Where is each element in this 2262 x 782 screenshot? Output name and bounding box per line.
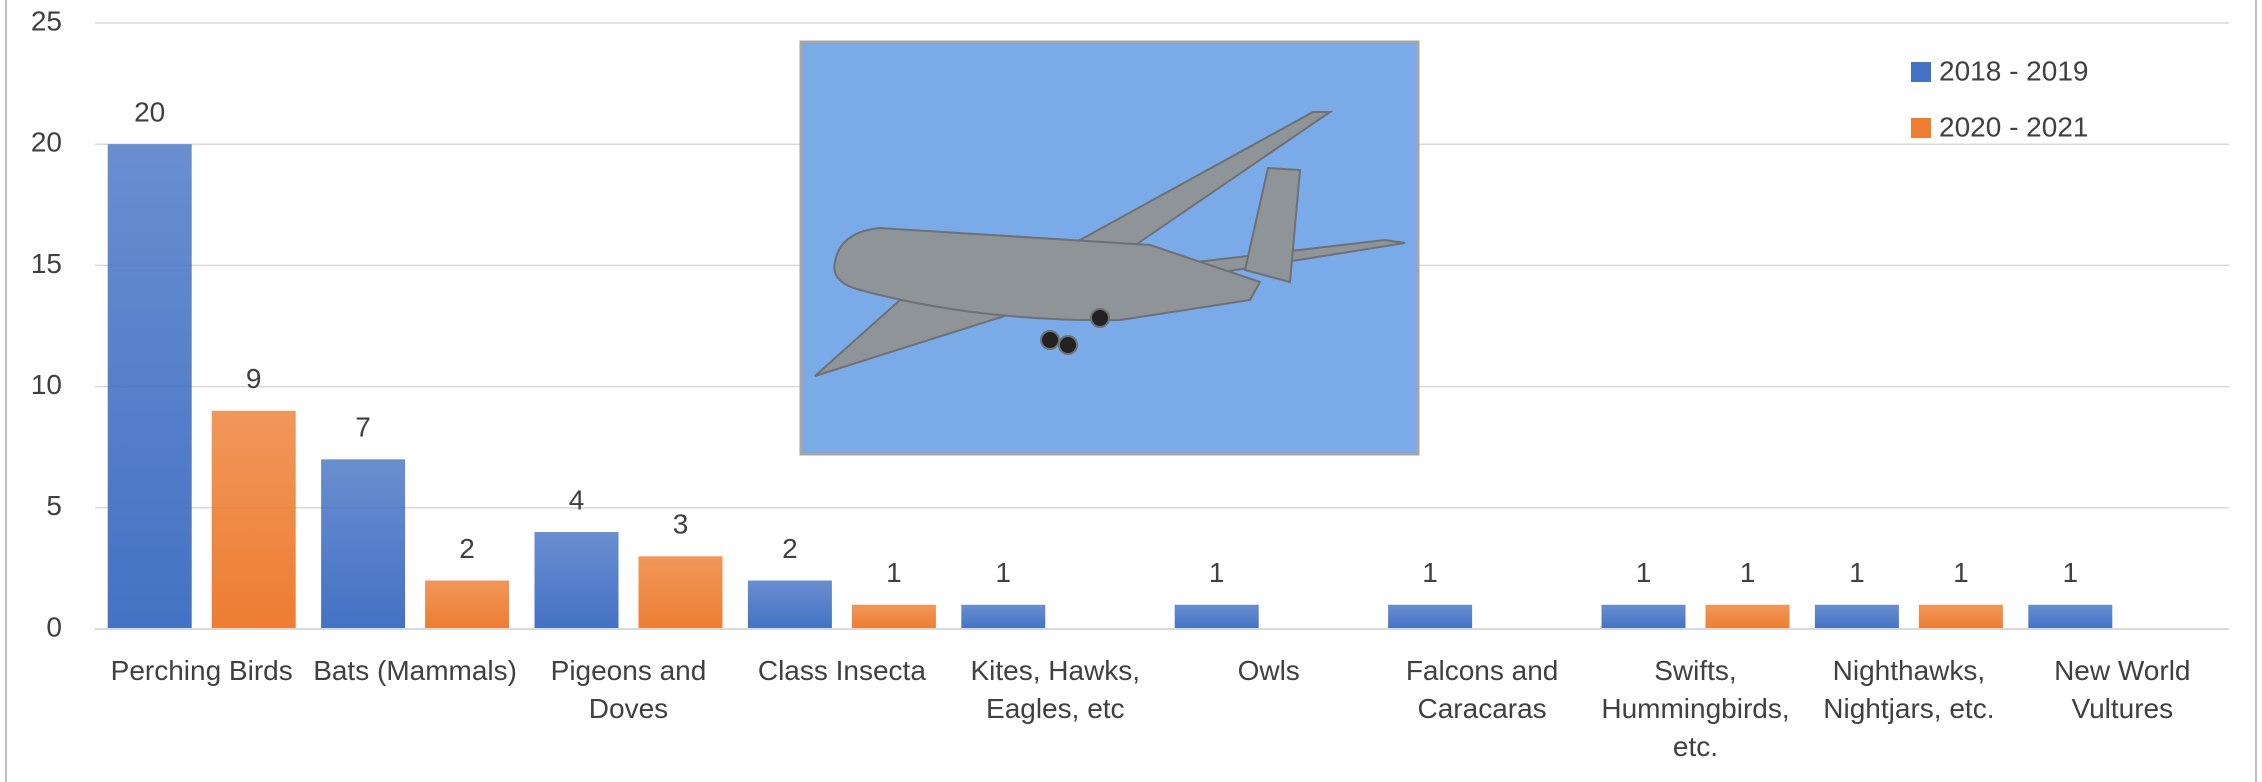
data-label: 1	[1849, 557, 1865, 588]
legend-swatch	[1911, 62, 1931, 82]
data-label: 9	[246, 363, 262, 394]
bar	[2028, 604, 2113, 629]
plane	[814, 111, 1406, 377]
bar	[534, 532, 619, 629]
bar	[1918, 604, 2003, 629]
x-tick-label: Bats (Mammals)	[313, 655, 517, 686]
data-label: 1	[1636, 557, 1652, 588]
x-tick-label: Falcons and Caracaras	[1405, 655, 1559, 724]
data-label: 4	[569, 484, 585, 515]
y-tick-label: 5	[46, 490, 62, 521]
bar	[1174, 604, 1259, 629]
bar	[425, 580, 510, 629]
x-tick-label: Owls	[1237, 655, 1300, 686]
data-label: 2	[782, 533, 798, 564]
data-label: 7	[355, 412, 371, 443]
bar	[321, 459, 406, 629]
bar	[851, 604, 936, 629]
x-tick-label: Perching Birds	[110, 655, 293, 686]
data-label: 1	[886, 557, 902, 588]
data-label: 2	[459, 533, 475, 564]
photo	[799, 40, 1420, 456]
y-tick-label: 0	[46, 611, 62, 642]
bar	[211, 410, 296, 629]
data-label: 1	[996, 557, 1012, 588]
bars: 20 9 7 2 4 3 2 1 1 1 1 1 1 1 1 1	[107, 97, 2113, 629]
data-label: 1	[2063, 557, 2079, 588]
bar	[1388, 604, 1473, 629]
legend-swatch	[1911, 118, 1931, 138]
y-tick-label: 10	[31, 369, 62, 400]
data-label: 1	[1953, 557, 1969, 588]
data-label: 1	[1422, 557, 1438, 588]
bar	[1814, 604, 1899, 629]
x-tick-label: Nighthawks, Nightjars, etc.	[1823, 655, 1995, 724]
legend-label: 2018 - 2019	[1939, 55, 2088, 86]
data-label: 20	[134, 97, 165, 128]
data-label: 1	[1209, 557, 1225, 588]
legend: 2018 - 2019 2020 - 2021	[1911, 55, 2088, 142]
bar	[638, 556, 723, 629]
x-tick-label: Pigeons and Doves	[550, 655, 707, 724]
bar	[1705, 604, 1790, 629]
bar	[961, 604, 1046, 629]
x-tick-label: New World Vultures	[2054, 655, 2191, 724]
y-tick-label: 15	[31, 248, 62, 279]
x-tick-label: Kites, Hawks, Eagles, etc	[970, 655, 1141, 724]
chart-frame	[5, 0, 2257, 782]
x-tick-label: Swifts, Hummingbirds, etc.	[1601, 655, 1790, 762]
axis: 0 5 10 15 20 25	[31, 5, 2229, 642]
bar	[1601, 604, 1686, 629]
legend-label: 2020 - 2021	[1939, 111, 2088, 142]
y-tick-label: 25	[31, 5, 62, 36]
bar	[747, 580, 832, 629]
data-label: 3	[673, 509, 689, 540]
x-tick-label: Class Insecta	[757, 655, 926, 686]
data-label: 1	[1740, 557, 1756, 588]
bar	[107, 144, 192, 629]
y-tick-label: 20	[31, 127, 62, 158]
